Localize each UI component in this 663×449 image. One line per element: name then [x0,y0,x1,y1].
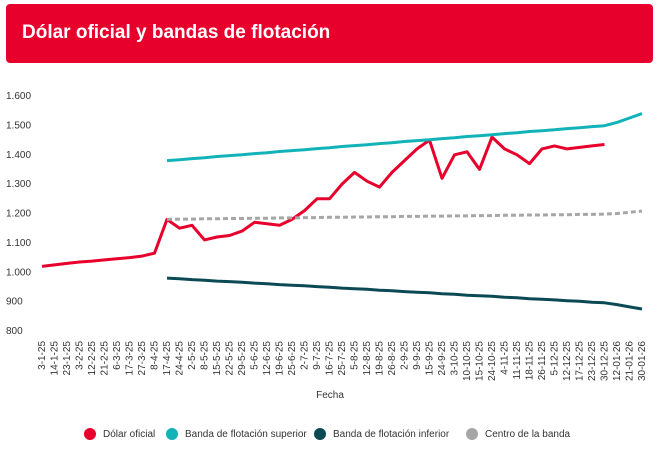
x-tick-label: 8-5-25 [200,341,211,370]
y-tick-label: 1.200 [6,209,31,220]
series-line [166,276,643,311]
y-tick-label: 1.000 [6,267,31,278]
y-tick-label: 1.300 [6,179,31,190]
legend-label: Centro de la banda [485,429,571,440]
x-tick-label: 12-2-25 [87,341,98,376]
y-tick-label: 900 [6,297,23,308]
x-tick-label: 12-01-26 [612,341,623,381]
x-tick-label: 15-9-25 [425,341,436,376]
legend-label: Dólar oficial [103,429,155,440]
x-tick-label: 3-10-25 [450,341,461,376]
legend-marker [314,428,326,440]
x-tick-label: 12-6-25 [262,341,273,376]
x-tick-label: 29-5-25 [237,341,248,376]
x-tick-label: 2-9-25 [400,341,411,370]
x-tick-label: 21-01-26 [625,341,636,381]
x-tick-label: 4-11-25 [500,341,511,375]
x-axis-title: Fecha [316,390,344,401]
x-tick-label: 2-7-25 [300,341,311,370]
x-tick-label: 9-9-25 [412,341,423,370]
x-tick-label: 19-6-25 [275,341,286,376]
x-tick-label: 26-11-25 [537,341,548,381]
x-tick-label: 14-1-25 [50,341,61,376]
x-tick-label: 8-4-25 [150,341,161,370]
y-tick-label: 1.600 [6,91,31,102]
y-tick-label: 1.500 [6,120,31,131]
x-tick-label: 24-4-25 [175,341,186,376]
series-line [166,112,643,163]
chart-title: Dólar oficial y bandas de flotación [22,22,331,43]
x-tick-label: 23-12-25 [587,341,598,381]
x-tick-label: 24-9-25 [437,341,448,376]
header: Dólar oficial y bandas de flotación [6,4,653,63]
x-tick-label: 15-5-25 [212,341,223,376]
x-tick-label: 25-7-25 [337,341,348,376]
x-tick-label: 3-2-25 [75,341,86,370]
x-tick-label: 15-10-25 [475,341,486,381]
series-line [41,135,605,268]
x-tick-label: 5-8-25 [350,341,361,370]
x-tick-label: 23-1-25 [62,341,73,376]
x-tick-label: 24-10-25 [487,341,498,381]
legend-label: Banda de flotación inferior [333,429,450,440]
x-tick-label: 9-7-25 [312,341,323,370]
x-tick-label: 27-3-25 [137,341,148,376]
x-tick-label: 10-10-25 [462,341,473,381]
x-tick-label: 22-5-25 [225,341,236,376]
x-tick-label: 3-1-25 [37,341,48,370]
legend-marker [166,428,178,440]
legend-label: Banda de flotación superior [185,429,307,440]
x-tick-label: 17-3-25 [125,341,136,376]
x-tick-label: 21-2-25 [100,341,111,376]
x-tick-label: 5-6-25 [250,341,261,370]
x-tick-label: 30-12-25 [600,341,611,381]
y-tick-label: 1.100 [6,238,31,249]
x-tick-label: 19-8-25 [375,341,386,376]
x-tick-label: 25-6-25 [287,341,298,376]
x-tick-label: 5-12-25 [550,341,561,376]
y-tick-label: 1.400 [6,150,31,161]
x-tick-label: 17-4-25 [162,341,173,376]
x-tick-label: 2-5-25 [187,341,198,370]
x-tick-label: 12-12-25 [562,341,573,381]
x-tick-label: 30-01-26 [637,341,648,381]
legend-marker [466,428,478,440]
series-line [166,209,643,221]
legend-marker [84,428,96,440]
x-tick-label: 17-12-25 [575,341,586,381]
x-tick-label: 6-3-25 [112,341,123,370]
x-tick-label: 11-11-25 [512,341,523,380]
x-tick-label: 12-8-25 [362,341,373,376]
y-tick-label: 800 [6,326,23,337]
x-tick-label: 18-11-25 [525,341,536,381]
x-tick-label: 16-7-25 [325,341,336,376]
x-tick-label: 26-8-25 [387,341,398,376]
